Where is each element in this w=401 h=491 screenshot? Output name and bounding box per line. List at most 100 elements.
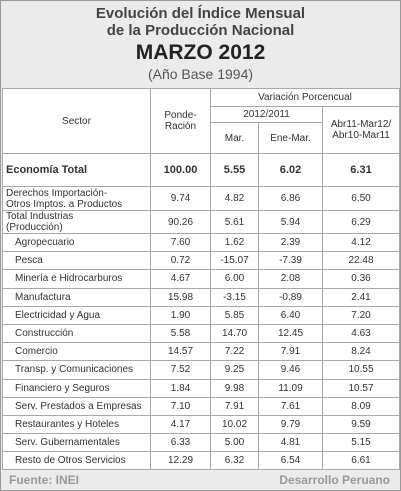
title: Evolución del Índice Mensual <box>95 5 306 22</box>
table-row: Construcción 5.58 14.70 12.45 4.63 <box>2 323 401 344</box>
cell-value: 5.55 <box>210 153 259 187</box>
table-row: Restaurantes y Hoteles 4.17 10.02 9.79 9.59 <box>2 414 401 435</box>
period: MARZO 2012 <box>135 41 266 64</box>
cell-value: 12.29 <box>150 451 211 471</box>
cell-value: 7.91 <box>258 342 323 362</box>
header: Evolución del Índice Mensual de la Produ… <box>1 1 400 88</box>
table-row: Minería e Hidrocarburos 4.67 6.00 2.08 0.36 <box>2 269 401 289</box>
sector-name: Resto de Otros Servicios <box>2 451 151 471</box>
cell-value: 100.00 <box>150 153 211 187</box>
cell-value: 6.54 <box>258 451 323 471</box>
sector-name: Transp. y Comunicaciones <box>2 360 151 380</box>
cell-value: 4.63 <box>321 323 401 344</box>
cell-value: 1.90 <box>150 305 211 325</box>
cell-value: 6.02 <box>258 153 323 187</box>
cell-value: 6.61 <box>321 451 401 471</box>
table-row: Total Industrias (Producción) 90.26 5.61 5.… <box>2 210 401 234</box>
cell-value: 2.08 <box>258 269 323 289</box>
cell-value: 7.52 <box>150 360 211 380</box>
cell-value: 8.24 <box>321 342 401 362</box>
cell-value: 7.91 <box>210 396 259 416</box>
column-header: Variación Porcencual <box>209 88 401 107</box>
cell-value: -7.39 <box>258 251 323 271</box>
cell-value: 10.57 <box>321 378 401 398</box>
cell-value: 6.50 <box>321 186 401 211</box>
sector-name: Manufactura <box>2 287 151 307</box>
table-row: Agropecuario 7.60 1.62 2.39 4.12 <box>2 232 401 253</box>
cell-value: 0.72 <box>150 251 211 271</box>
sector-name: Serv. Prestados a Empresas <box>2 396 151 416</box>
table-row: Manufactura 15.98 -3.15 -0.89 2.41 <box>2 287 401 307</box>
cell-value: 8.09 <box>321 396 401 416</box>
cell-value: 22.48 <box>321 251 401 271</box>
cell-value: 2.41 <box>321 287 401 307</box>
sector-name: Total Industrias (Producción) <box>2 210 151 234</box>
cell-value: 10.02 <box>210 414 259 435</box>
source: Fuente: INEI <box>9 473 80 487</box>
cell-value: 6.40 <box>258 305 323 325</box>
sector-name: Restaurantes y Hoteles <box>2 414 151 435</box>
cell-value: -3.15 <box>210 287 259 307</box>
sector-name: Agropecuario <box>2 232 151 253</box>
cell-value: 1.62 <box>210 232 259 253</box>
table-row: Economía Total 100.00 5.55 6.02 6.31 <box>2 153 401 187</box>
base-year: (Año Base 1994) <box>147 66 254 82</box>
column-header: Ene-Mar. <box>258 122 323 154</box>
cell-value: 9.98 <box>210 378 259 398</box>
cell-value: 6.29 <box>321 210 401 234</box>
cell-value: 9.59 <box>321 414 401 435</box>
cell-value: 2.39 <box>258 232 323 253</box>
cell-value: 10.55 <box>321 360 401 380</box>
cell-value: 7.22 <box>210 342 259 362</box>
cell-value: 6.00 <box>210 269 259 289</box>
cell-value: 90.26 <box>150 210 211 234</box>
cell-value: 9.25 <box>210 360 259 380</box>
column-header: 2012/2011 <box>210 106 323 123</box>
sector-name: Pesca <box>2 251 151 271</box>
cell-value: 7.60 <box>150 232 211 253</box>
cell-value: 9.46 <box>258 360 323 380</box>
cell-value: 9.74 <box>150 186 211 211</box>
sector-name: Electricidad y Agua <box>2 305 151 325</box>
sector-name: Economía Total <box>2 153 151 187</box>
column-header: Sector <box>2 88 151 154</box>
cell-value: 6.31 <box>321 153 401 187</box>
table-row: Resto de Otros Servicios 12.29 6.32 6.54 6.6… <box>2 451 401 471</box>
cell-value: 6.86 <box>258 186 323 211</box>
footer: Fuente: INEI Desarrollo Peruano <box>1 470 400 490</box>
table-row: Serv. Prestados a Empresas 7.10 7.91 7.61 8.… <box>2 396 401 416</box>
cell-value: 0.36 <box>321 269 401 289</box>
table-row: Serv. Gubernamentales 6.33 5.00 4.81 5.15 <box>2 433 401 453</box>
cell-value: 7.10 <box>150 396 211 416</box>
column-header: Ponde- Ración <box>150 88 211 154</box>
cell-value: 5.58 <box>150 323 211 344</box>
table-row: Comercio 14.57 7.22 7.91 8.24 <box>2 342 401 362</box>
cell-value: 15.98 <box>150 287 211 307</box>
cell-value: 7.61 <box>258 396 323 416</box>
cell-value: -0.89 <box>258 287 323 307</box>
table-row: Pesca 0.72 -15.07 -7.39 22.48 <box>2 251 401 271</box>
cell-value: 4.67 <box>150 269 211 289</box>
cell-value: 4.17 <box>150 414 211 435</box>
site-name: Desarrollo Peruano <box>279 473 390 487</box>
sector-name: Serv. Gubernamentales <box>2 433 151 453</box>
column-header: Abr11-Mar12/ Abr10-Mar11 <box>321 106 401 154</box>
table-row: Electricidad y Agua 1.90 5.85 6.40 7.20 <box>2 305 401 325</box>
cell-value: 11.09 <box>258 378 323 398</box>
sector-name: Construcción <box>2 323 151 344</box>
cell-value: 9.79 <box>258 414 323 435</box>
cell-value: 5.85 <box>210 305 259 325</box>
table-row: Derechos Importación- Otros Imptos. a Pr… <box>2 186 401 211</box>
cell-value: 5.00 <box>210 433 259 453</box>
cell-value: 4.81 <box>258 433 323 453</box>
cell-value: 5.15 <box>321 433 401 453</box>
table-row: Financiero y Seguros 1.84 9.98 11.09 10.57 <box>2 378 401 398</box>
cell-value: 5.94 <box>258 210 323 234</box>
table: Sector Ponde- Ración Variación Porcencua… <box>2 88 401 471</box>
cell-value: 12.45 <box>258 323 323 344</box>
column-header: Mar. <box>210 122 259 154</box>
cell-value: 4.12 <box>321 232 401 253</box>
cell-value: 6.33 <box>150 433 211 453</box>
sector-name: Derechos Importación- Otros Imptos. a Pr… <box>2 186 151 211</box>
